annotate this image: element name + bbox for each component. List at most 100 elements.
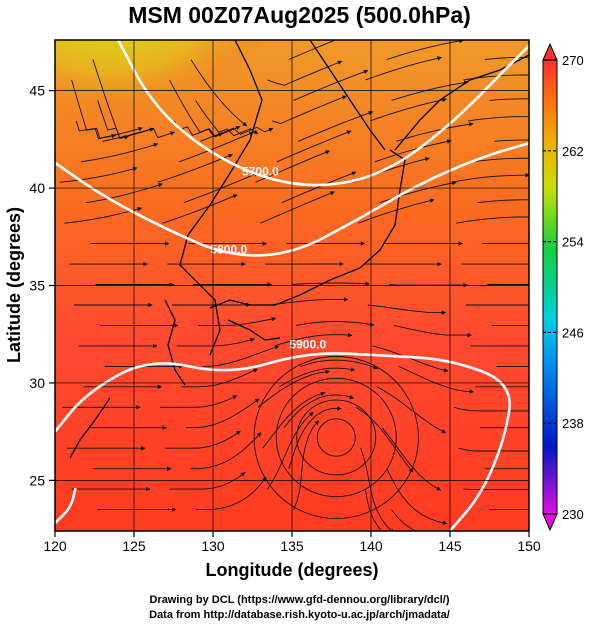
streamline [381, 427, 442, 491]
streamline [279, 367, 356, 388]
streamline [456, 216, 529, 224]
streamline [453, 406, 529, 414]
streamline [102, 127, 175, 142]
streamline [169, 79, 223, 138]
credit-drawing: Drawing by DCL (https://www.gfd-dennou.o… [149, 594, 450, 606]
y-tick-label: 30 [29, 375, 45, 391]
streamline [494, 139, 529, 142]
y-axis: 25 30 35 40 45 [29, 83, 55, 488]
streamline [178, 131, 254, 163]
colorbar-max-extension [542, 42, 558, 61]
streamline [202, 345, 280, 367]
colorbar-tick-label: 254 [562, 235, 584, 250]
credit-data-source: Data from http://database.rish.kyoto-u.a… [149, 609, 450, 621]
y-tick-label: 45 [29, 83, 45, 99]
colorbar: 230 238 246 254 262 270 [542, 42, 584, 532]
streamline [396, 122, 474, 142]
streamline [269, 297, 349, 306]
streamline [386, 468, 448, 525]
streamline [190, 59, 248, 127]
streamline [477, 199, 529, 204]
contour-label: 5700.0 [242, 164, 279, 178]
colorbar-body [542, 59, 558, 515]
colorbar-tick-label: 262 [562, 144, 584, 159]
streamline [472, 157, 529, 163]
colorbar-tick-label: 230 [562, 507, 584, 522]
anticyclone-ring [253, 355, 419, 520]
streamline [377, 386, 447, 434]
streamline [162, 194, 238, 224]
streamline [176, 337, 255, 347]
streamline [393, 324, 472, 338]
y-tick-label: 25 [29, 472, 45, 488]
streamline [59, 166, 138, 183]
streamline [365, 56, 442, 81]
streamline [160, 395, 238, 408]
streamline [157, 153, 233, 183]
streamline [458, 447, 529, 452]
streamline [262, 391, 326, 449]
streamline [274, 332, 353, 347]
anticyclone-streamlines [253, 355, 419, 520]
streamline [198, 316, 277, 326]
streamline [295, 321, 375, 327]
x-axis-label: Longitude (degrees) [205, 560, 378, 580]
colorbar-tick-label: 238 [562, 416, 584, 431]
height-contour [55, 487, 77, 525]
streamline [374, 139, 452, 163]
x-tick-label: 145 [438, 538, 462, 554]
streamline [267, 60, 343, 86]
y-tick-label: 40 [29, 180, 45, 196]
anticyclone-ring [275, 377, 397, 498]
streamline [272, 95, 347, 124]
y-axis-label: Latitude (degrees) [4, 207, 24, 363]
x-tick-label: 125 [122, 538, 146, 554]
x-tick-label: 130 [201, 538, 225, 554]
x-axis: 120 125 130 135 140 145 150 [43, 531, 541, 554]
streamline [389, 282, 468, 288]
height-contour [55, 142, 529, 257]
streamline [186, 398, 260, 429]
streamline [92, 59, 129, 140]
colorbar-tick-label: 246 [562, 325, 584, 340]
streamline [267, 411, 314, 490]
streamline [367, 304, 447, 315]
streamline [181, 368, 258, 388]
streamline [276, 130, 352, 163]
contour-label: 5900.0 [289, 338, 326, 352]
streamline [300, 359, 379, 370]
streamline [71, 79, 117, 140]
streamline [298, 110, 374, 142]
streamline [293, 420, 320, 510]
chart-title: MSM 00Z07Aug2025 (500.0hPa) [128, 2, 471, 28]
streamline [81, 142, 159, 163]
streamline [195, 476, 267, 511]
x-tick-label: 150 [517, 538, 541, 554]
streamline [164, 430, 241, 449]
anticyclone-ring [316, 418, 356, 457]
contour-label: 5800.0 [210, 242, 247, 256]
streamline [195, 100, 259, 137]
streamline [260, 191, 335, 224]
colorbar-tick-label: 270 [562, 53, 584, 68]
x-tick-label: 135 [280, 538, 304, 554]
streamline [391, 80, 469, 101]
streamline [468, 116, 529, 122]
streamline [190, 432, 262, 470]
anticyclone-ring [296, 399, 377, 476]
streamline [288, 40, 337, 60]
streamline [355, 406, 414, 473]
streamline [391, 509, 417, 531]
streamline [370, 97, 447, 122]
streamline [451, 172, 529, 183]
height-contour [55, 352, 511, 531]
streamline [372, 345, 449, 373]
streamline [293, 69, 369, 101]
x-tick-label: 120 [43, 538, 67, 554]
streamline [291, 281, 370, 286]
streamline [365, 489, 383, 531]
colorbar-min-extension [542, 513, 558, 532]
streamline [283, 394, 355, 428]
lat-lon-grid [55, 40, 529, 531]
